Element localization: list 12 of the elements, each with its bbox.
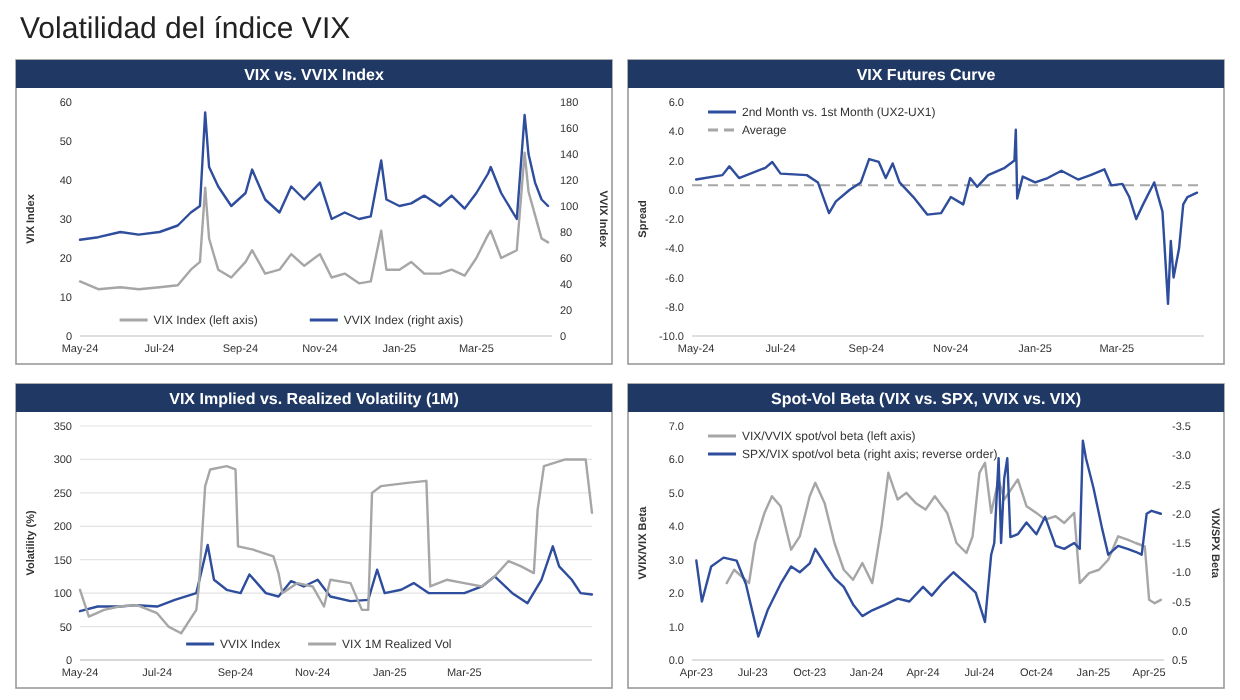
line-series <box>78 111 550 241</box>
line-series <box>695 439 1163 638</box>
line-series <box>78 543 594 613</box>
line-series <box>694 128 1199 306</box>
line-series <box>78 458 594 635</box>
text: Volatilidad del índice VIX <box>20 12 351 46</box>
chart-title: VIX Implied vs. Realized Volatility (1M) <box>169 390 460 408</box>
chart-title: VIX Futures Curve <box>856 66 997 84</box>
line-series <box>78 151 550 291</box>
chart-title: Spot-Vol Beta (VIX vs. SPX, VVIX vs. VIX) <box>770 390 1082 408</box>
chart-title: VIX vs. VVIX Index <box>244 66 385 84</box>
line-series <box>725 461 1163 605</box>
